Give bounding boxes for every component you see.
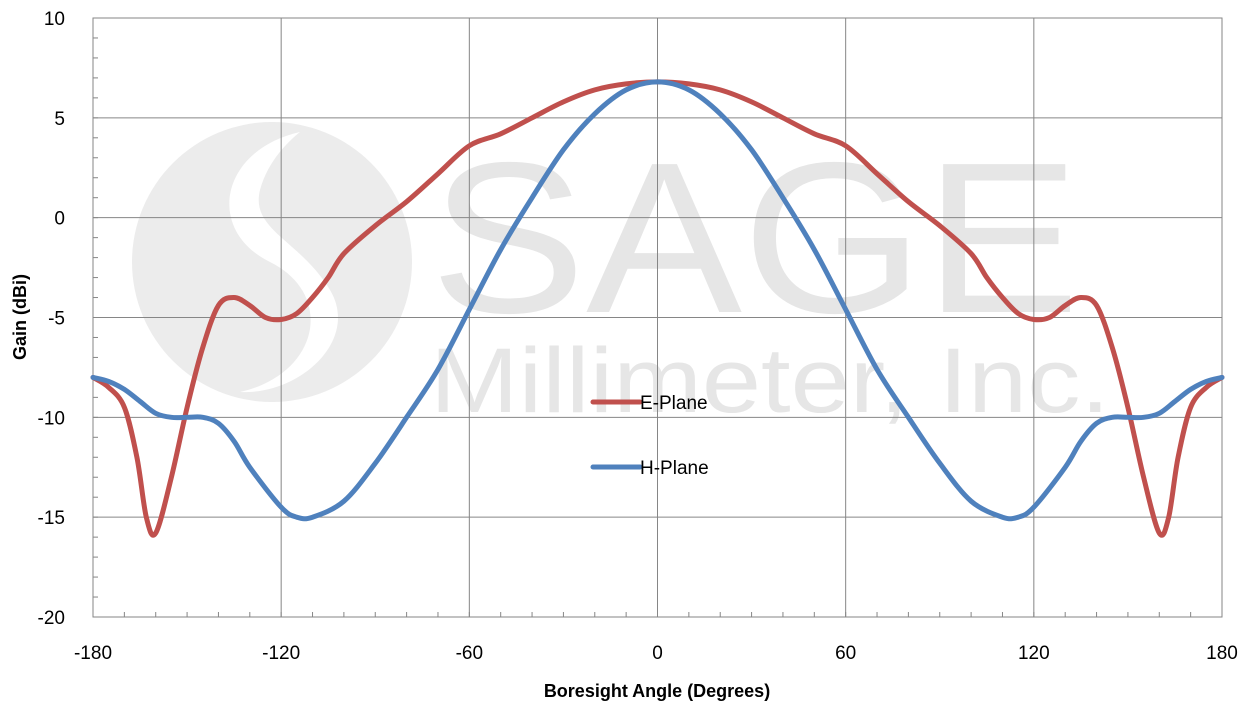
x-tick-label: 0 (652, 643, 663, 664)
x-tick-label: 60 (835, 643, 856, 664)
x-tick-label: -120 (262, 643, 300, 664)
y-tick-label: -15 (38, 508, 65, 529)
minor-ticks (92, 17, 1223, 618)
y-tick-label: 5 (54, 109, 65, 130)
legend-label-h-plane: H-Plane (640, 458, 709, 479)
y-tick-label: -10 (38, 408, 65, 429)
series-lines (90, 79, 1225, 538)
x-tick-label: 120 (1018, 643, 1050, 664)
x-tick-label: -60 (456, 643, 483, 664)
watermark-company-text: Millimeter, Inc. (430, 330, 1110, 432)
y-tick-label: 10 (44, 9, 65, 30)
x-tick-label: -180 (74, 643, 112, 664)
y-tick-labels: -20 -15 -10 -5 0 5 10 (38, 9, 65, 629)
y-tick-label: -5 (48, 309, 65, 330)
x-axis-title: Boresight Angle (Degrees) (544, 681, 770, 701)
legend: E-Plane H-Plane (590, 393, 709, 479)
y-axis-title: Gain (dBi) (10, 274, 30, 360)
y-tick-label: 0 (54, 209, 65, 230)
watermark-logo-swirl (229, 132, 338, 393)
series-line-h-plane (90, 79, 1225, 522)
legend-label-e-plane: E-Plane (640, 393, 708, 414)
x-tick-labels: -180 -120 -60 0 60 120 180 (74, 643, 1238, 664)
x-tick-label: 180 (1206, 643, 1238, 664)
watermark: SAGE Millimeter, Inc. (132, 117, 1110, 432)
y-tick-label: -20 (38, 608, 65, 629)
